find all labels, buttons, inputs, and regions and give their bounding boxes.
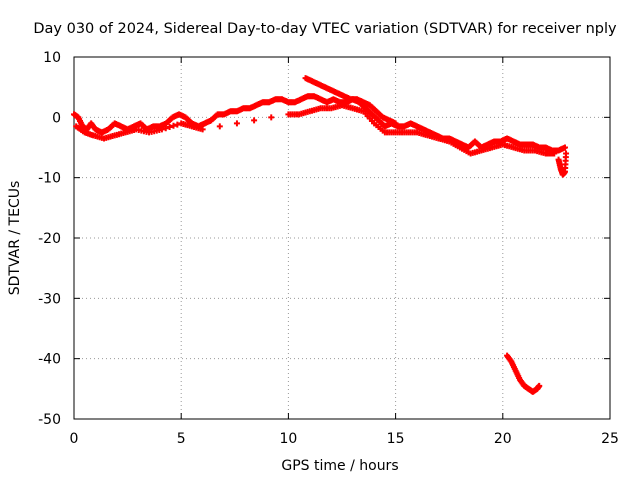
data-point [268,114,275,121]
series-isolated-arc [504,352,543,395]
grid-lines [74,57,610,419]
x-axis-ticks: 0 5 10 15 20 25 [70,57,619,447]
data-point [392,120,399,127]
data-point [158,126,165,133]
data-point [166,123,173,130]
data-point [162,125,169,132]
data-point [563,150,570,157]
y-tick-label: -20 [38,231,61,247]
data-points [71,75,570,395]
data-point [170,122,177,129]
data-point [551,150,558,157]
x-axis-label: GPS time / hours [281,458,398,474]
data-point [216,123,223,130]
y-axis-ticks: -50 -40 -30 -20 -10 0 10 [38,50,610,428]
x-tick-label: 0 [70,431,79,447]
y-tick-label: -50 [38,412,61,428]
data-point [536,382,543,389]
x-tick-label: 20 [494,431,512,447]
series-tail [555,150,570,178]
y-tick-label: 10 [43,50,61,66]
series-upper-branch [302,75,399,127]
x-tick-label: 5 [177,431,186,447]
y-tick-label: -10 [38,171,61,187]
x-tick-label: 25 [601,431,619,447]
data-point [251,117,258,124]
x-tick-label: 10 [279,431,297,447]
y-tick-label: -40 [38,352,61,368]
series-lower-band [73,102,558,157]
data-point [174,121,181,128]
y-tick-label: -30 [38,291,61,307]
x-tick-label: 15 [387,431,405,447]
data-point [561,144,568,151]
y-axis-label: SDTVAR / TECUs [7,181,23,296]
chart-title: Day 030 of 2024, Sidereal Day-to-day VTE… [33,21,617,37]
data-point [233,120,240,127]
data-point [199,126,206,133]
y-tick-label: 0 [52,110,61,126]
